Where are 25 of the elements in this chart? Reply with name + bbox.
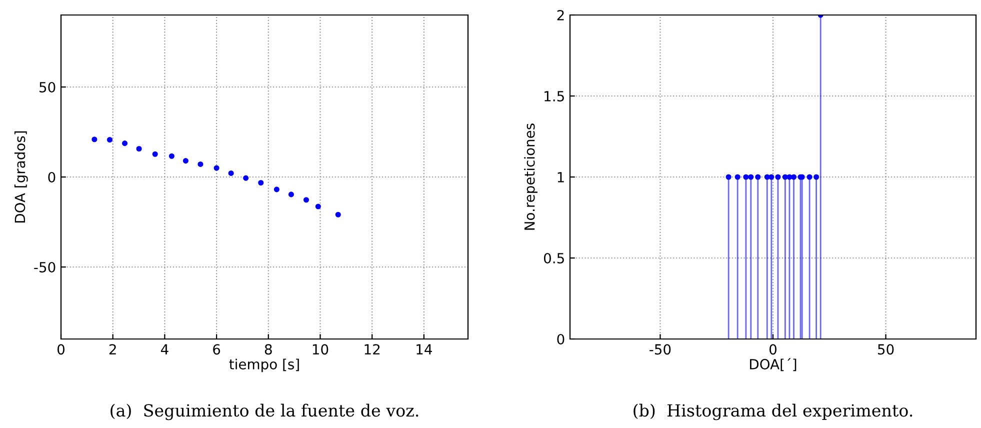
x-tick-label: 10 xyxy=(312,344,328,355)
x-tick-label: 6 xyxy=(213,344,220,355)
x-tick-label: 2 xyxy=(109,344,116,354)
x-tick-label: 50 xyxy=(878,344,894,355)
y-tick-label: 1.5 xyxy=(544,91,564,102)
x-tick-label: 12 xyxy=(364,344,380,354)
y-axis-title: No.repeticiones xyxy=(524,124,538,230)
x-axis-title: tiempo [s] xyxy=(229,358,299,372)
x-tick-label: 14 xyxy=(416,344,432,354)
y-tick-label: 0 xyxy=(557,334,564,344)
text: (b) Histograma del experimento. xyxy=(634,404,912,420)
x-tick-label: 8 xyxy=(264,344,272,355)
x-tick-label: 0 xyxy=(57,344,64,355)
x-axis-title: DOA[´] xyxy=(750,358,796,372)
y-tick-label: 1 xyxy=(558,172,564,182)
y-axis-title: DOA [grados] xyxy=(14,131,28,222)
text: (a) Seguimiento de la fuente de voz. xyxy=(110,404,418,420)
y-tick-label: 0.5 xyxy=(544,252,564,264)
y-tick-label: -50 xyxy=(34,262,56,272)
x-tick-label: 0 xyxy=(769,344,776,355)
y-tick-label: 2 xyxy=(557,10,564,20)
x-tick-label: -50 xyxy=(650,344,671,355)
y-tick-label: 50 xyxy=(40,82,56,92)
y-tick-label: 0 xyxy=(48,172,56,182)
x-tick-label: 4 xyxy=(160,344,168,354)
